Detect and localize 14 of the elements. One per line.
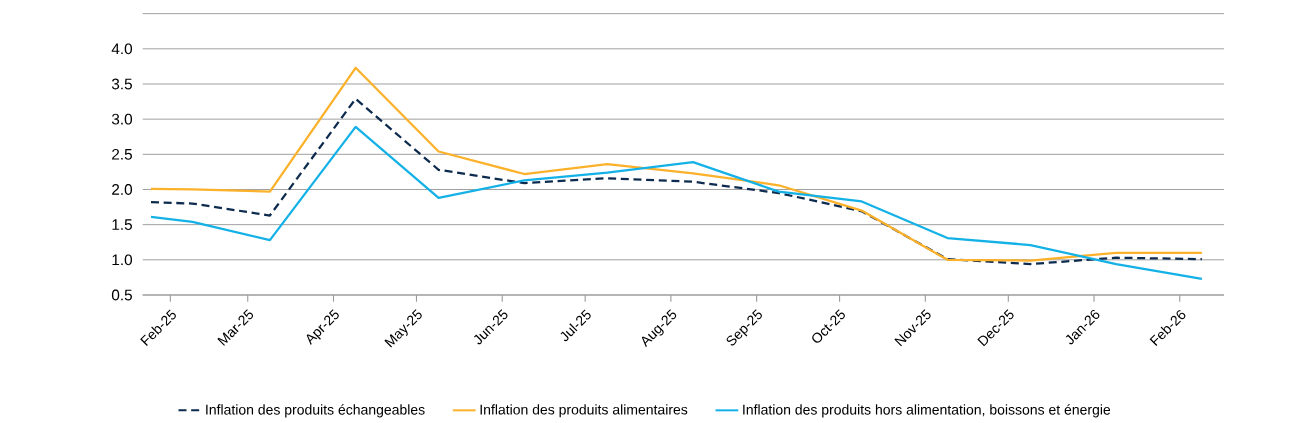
line-series bbox=[149, 66, 1204, 262]
y-tick-label: 2.0 bbox=[112, 184, 133, 195]
y-tick-label: 1.5 bbox=[112, 219, 132, 230]
y-tick-label: 1.0 bbox=[112, 254, 133, 266]
y-tick-label: 4.0 bbox=[111, 43, 133, 55]
y-tick-label: 3.0 bbox=[111, 113, 133, 125]
legend-label: Inflation des produits alimentaires bbox=[480, 404, 688, 418]
y-tick-label: 3.5 bbox=[111, 78, 132, 90]
legend-label: Inflation des produits hors alimentation, boissons et énergie bbox=[743, 404, 1111, 418]
line-series bbox=[149, 125, 1204, 280]
legend-label: Inflation des produits échangeables bbox=[206, 404, 425, 418]
y-tick-label: 2.5 bbox=[112, 148, 132, 160]
y-tick-label: 0.5 bbox=[111, 289, 132, 301]
line-series bbox=[149, 97, 1204, 266]
